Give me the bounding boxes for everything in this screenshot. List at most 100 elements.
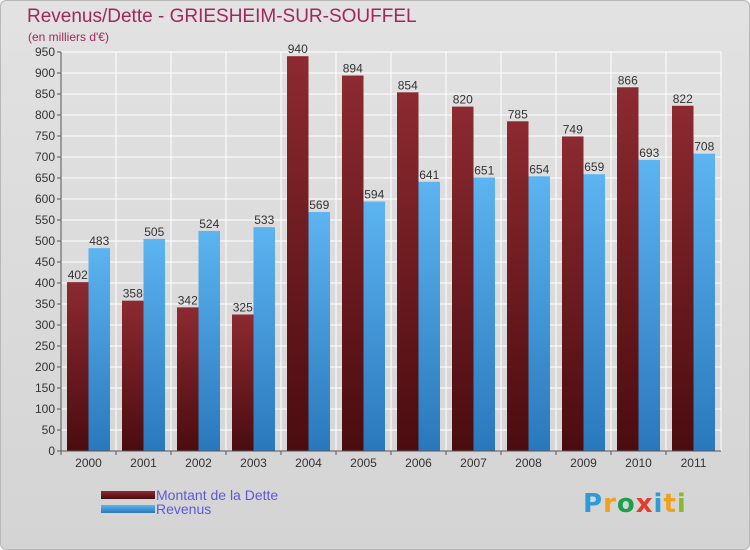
x-tick-label: 2008 [515, 456, 542, 470]
data-label: 659 [584, 160, 604, 174]
bar-dette [617, 87, 639, 451]
bar-revenus [583, 174, 605, 451]
x-tick-label: 2002 [185, 456, 212, 470]
chart-title: Revenus/Dette - GRIESHEIM-SUR-SOUFFEL [27, 6, 417, 27]
y-tick-label: 350 [35, 297, 55, 311]
logo-letter: t [663, 489, 677, 519]
x-tick-label: 2007 [460, 456, 487, 470]
y-tick-label: 150 [35, 381, 55, 395]
bar-revenus [143, 238, 165, 451]
y-tick-label: 650 [35, 171, 55, 185]
bar-revenus [88, 248, 110, 451]
bar-dette [287, 56, 309, 451]
x-tick-label: 2003 [240, 456, 267, 470]
data-label: 483 [89, 234, 109, 248]
y-tick-label: 50 [42, 423, 56, 437]
data-label: 820 [453, 93, 473, 107]
y-tick-label: 400 [35, 276, 55, 290]
data-label: 325 [233, 301, 253, 315]
y-tick-label: 550 [35, 213, 55, 227]
bar-revenus [693, 153, 715, 451]
data-label: 940 [288, 42, 308, 56]
chart-subtitle: (en milliers d'€) [28, 30, 109, 44]
y-tick-label: 500 [35, 234, 55, 248]
proxiti-logo: Proxiti [583, 489, 687, 519]
bar-revenus [418, 181, 440, 451]
y-tick-label: 800 [35, 108, 55, 122]
x-tick-label: 2009 [570, 456, 597, 470]
bar-dette [452, 106, 474, 451]
y-tick-label: 200 [35, 360, 55, 374]
bar-revenus [198, 230, 220, 451]
data-label: 505 [144, 225, 164, 239]
bar-dette [177, 307, 199, 451]
axes: 0 50 100 150 200 250 300 350 400 450 500 550 600 650 7… [35, 45, 721, 470]
logo-letter: i [653, 489, 664, 519]
logo-letter: o [616, 489, 636, 519]
data-labels: 402 358 342 325 940 894 854 820 785 749 866 822 483 5… [68, 42, 715, 314]
bar-dette [67, 282, 89, 451]
x-tick-label: 2010 [625, 456, 652, 470]
logo-letter: i [676, 489, 687, 519]
bar-dette [672, 105, 694, 451]
x-tick-label: 2005 [350, 456, 377, 470]
data-label: 894 [343, 62, 363, 76]
y-tick-label: 100 [35, 402, 55, 416]
bar-dette [122, 300, 144, 451]
bar-revenus [473, 177, 495, 451]
legend-label-revenus: Revenus [156, 501, 212, 517]
legend-swatch-dette [101, 491, 155, 499]
x-tick-label: 2001 [130, 456, 157, 470]
data-label: 785 [508, 107, 528, 121]
bar-dette [397, 92, 419, 451]
data-label: 524 [199, 217, 219, 231]
legend-label-dette: Montant de la Dette [156, 487, 279, 503]
bar-revenus [528, 176, 550, 451]
y-tick-label: 950 [35, 45, 55, 59]
data-label: 822 [673, 92, 693, 106]
x-tick-label: 2011 [681, 456, 707, 470]
data-label: 641 [419, 168, 439, 182]
data-label: 693 [639, 146, 659, 160]
bars [67, 56, 715, 452]
bar-dette [232, 314, 254, 451]
data-label: 569 [309, 198, 329, 212]
data-label: 402 [68, 268, 88, 282]
bar-revenus [308, 212, 330, 451]
data-label: 654 [529, 162, 549, 176]
data-label: 342 [178, 293, 198, 307]
y-tick-label: 450 [35, 255, 55, 269]
data-label: 708 [694, 140, 714, 154]
x-tick-label: 2006 [405, 456, 432, 470]
legend-swatch-revenus [101, 505, 155, 513]
data-label: 358 [123, 287, 143, 301]
data-label: 594 [364, 188, 384, 202]
x-tick-label: 2004 [295, 456, 322, 470]
y-tick-label: 600 [35, 192, 55, 206]
bar-revenus [253, 227, 275, 451]
data-label: 651 [474, 164, 494, 178]
data-label: 533 [254, 213, 274, 227]
bar-revenus [638, 159, 660, 451]
bar-dette [507, 121, 529, 452]
y-tick-label: 0 [48, 444, 55, 458]
bar-dette [342, 75, 364, 452]
y-tick-label: 700 [35, 150, 55, 164]
logo-letter: P [583, 489, 604, 519]
logo-letter: x [635, 489, 654, 519]
y-tick-label: 850 [35, 87, 55, 101]
y-tick-label: 250 [35, 339, 55, 353]
data-label: 866 [618, 73, 638, 87]
x-tick-label: 2000 [75, 456, 102, 470]
data-label: 749 [563, 122, 583, 136]
y-tick-label: 900 [35, 66, 55, 80]
data-label: 854 [398, 78, 418, 92]
logo-letter: r [603, 489, 617, 519]
bar-dette [562, 136, 584, 452]
y-tick-label: 300 [35, 318, 55, 332]
bar-revenus [363, 201, 385, 451]
grid [60, 51, 722, 452]
y-tick-label: 750 [35, 129, 55, 143]
